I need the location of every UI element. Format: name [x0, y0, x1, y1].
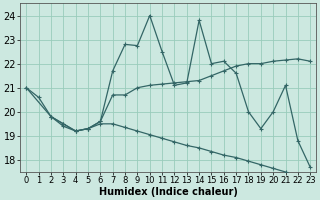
X-axis label: Humidex (Indice chaleur): Humidex (Indice chaleur) [99, 187, 238, 197]
